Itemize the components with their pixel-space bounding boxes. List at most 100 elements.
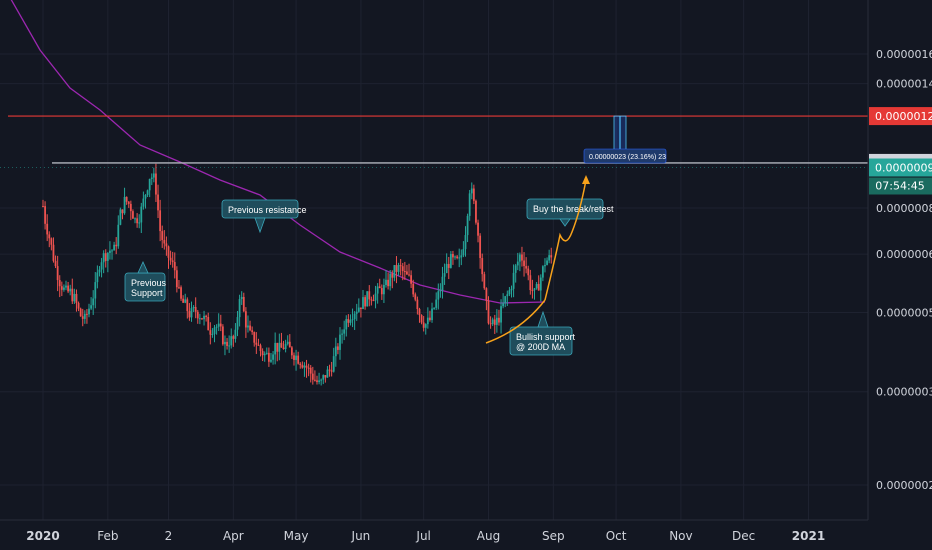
ma-200d-line — [10, 0, 546, 304]
price-tick-label: 0.00000080 — [876, 202, 932, 215]
candle-body — [157, 194, 159, 211]
time-tick-label: Apr — [223, 529, 244, 543]
candle-body — [196, 311, 199, 319]
callout-buy-break-retest-text: Buy the break/retest — [533, 204, 614, 214]
candle-body — [132, 211, 134, 219]
candle-body — [232, 336, 235, 339]
candle-body — [502, 303, 505, 307]
candle-body — [422, 322, 425, 328]
candle-body — [215, 326, 218, 328]
callout-previous-resistance: Previous resistance — [221, 199, 307, 234]
callout-bullish-support-pointer — [537, 310, 549, 328]
candle-body — [163, 239, 166, 244]
callout-buy-break-retest: Buy the break/retest — [526, 198, 614, 227]
candle-body — [213, 327, 216, 334]
candle-body — [284, 343, 287, 350]
candle-body — [167, 246, 170, 258]
candle-body — [109, 250, 111, 253]
time-tick-label: Sep — [542, 529, 565, 543]
candle-body — [449, 253, 452, 268]
candle-body — [418, 309, 421, 316]
callout-bullish-support-text: Bullish support — [516, 332, 576, 342]
candle-body — [403, 271, 406, 273]
candle-body — [127, 201, 130, 204]
candle-body — [104, 253, 107, 261]
candle-body — [518, 254, 521, 262]
candle-body — [221, 326, 224, 345]
price-tick-label: 0.00000140 — [876, 78, 932, 91]
candle-body — [351, 319, 354, 321]
candle-body — [261, 351, 264, 356]
candle-body — [347, 319, 350, 323]
candle-body — [535, 283, 538, 289]
measure-label-box — [583, 148, 667, 164]
candle-body — [242, 296, 245, 312]
candle-body — [345, 319, 348, 330]
candle-body — [146, 190, 149, 195]
candle-body — [288, 341, 291, 348]
candle-body — [383, 285, 385, 295]
price-tick-label: 0.00000023 — [876, 479, 932, 492]
candle-body — [493, 319, 496, 325]
candle-body — [63, 287, 65, 290]
candle-body — [251, 330, 254, 333]
callout-previous-support-pointer — [137, 261, 149, 274]
price-tick-label: 0.00000160 — [876, 48, 932, 61]
candle-body — [320, 379, 323, 381]
price-level-tag — [869, 158, 932, 177]
candle-body — [52, 244, 55, 261]
candle-body — [462, 249, 465, 256]
candle-body — [263, 353, 266, 356]
callout-previous-support-text: Support — [131, 288, 163, 298]
candle-body — [56, 266, 59, 281]
time-tick-label: Oct — [606, 529, 627, 543]
candle-body — [445, 263, 448, 274]
price-level-label: 0.00000121 — [875, 110, 932, 123]
candle-body — [42, 206, 44, 207]
price-axis[interactable]: 0.00000160 0.00000140 0.00000080 0.00000065… — [867, 0, 932, 520]
candle-body — [372, 300, 375, 302]
candle-body — [479, 235, 482, 259]
candle-body — [136, 218, 139, 224]
candle-body — [318, 380, 320, 383]
candle-body — [98, 269, 101, 273]
callout-previous-resistance-pointer — [254, 217, 266, 234]
candle-body — [205, 315, 208, 318]
candle-body — [182, 298, 185, 303]
candle-body — [102, 253, 105, 263]
candle-body — [90, 305, 93, 309]
candle-body — [265, 352, 268, 354]
candle-body — [311, 373, 314, 380]
candle-body — [481, 258, 484, 275]
candle-body — [83, 313, 86, 319]
candle-body — [487, 300, 490, 324]
candle-body — [441, 276, 444, 291]
candle-body — [178, 287, 180, 289]
candle-body — [253, 332, 256, 343]
time-axis[interactable]: 2020 Feb 2 Apr May Jun Jul Aug Sep Oct Nov Dec 2021 — [0, 519, 868, 543]
candle-body — [48, 234, 51, 239]
callout-bullish-support: Bullish support@ 200D MA — [509, 310, 576, 356]
candle-body — [500, 306, 502, 323]
candle-body — [385, 279, 387, 286]
candle-body — [209, 330, 212, 335]
candle-body — [389, 273, 392, 287]
candle-body — [234, 329, 237, 339]
candle-body — [175, 270, 178, 288]
candle-body — [349, 320, 352, 323]
candle-body — [337, 346, 339, 350]
candle-body — [326, 369, 329, 378]
candle-body — [491, 319, 494, 324]
candle-body — [328, 369, 331, 371]
candle-body — [274, 342, 277, 355]
candle-body — [259, 345, 262, 352]
candle-body — [516, 261, 519, 266]
candle-body — [537, 283, 540, 291]
candle-body — [65, 285, 67, 288]
candle-body — [295, 355, 297, 360]
candle-body — [510, 288, 513, 291]
candle-body — [504, 296, 507, 304]
time-tick-label: Dec — [732, 529, 755, 543]
candle-body — [454, 256, 456, 258]
